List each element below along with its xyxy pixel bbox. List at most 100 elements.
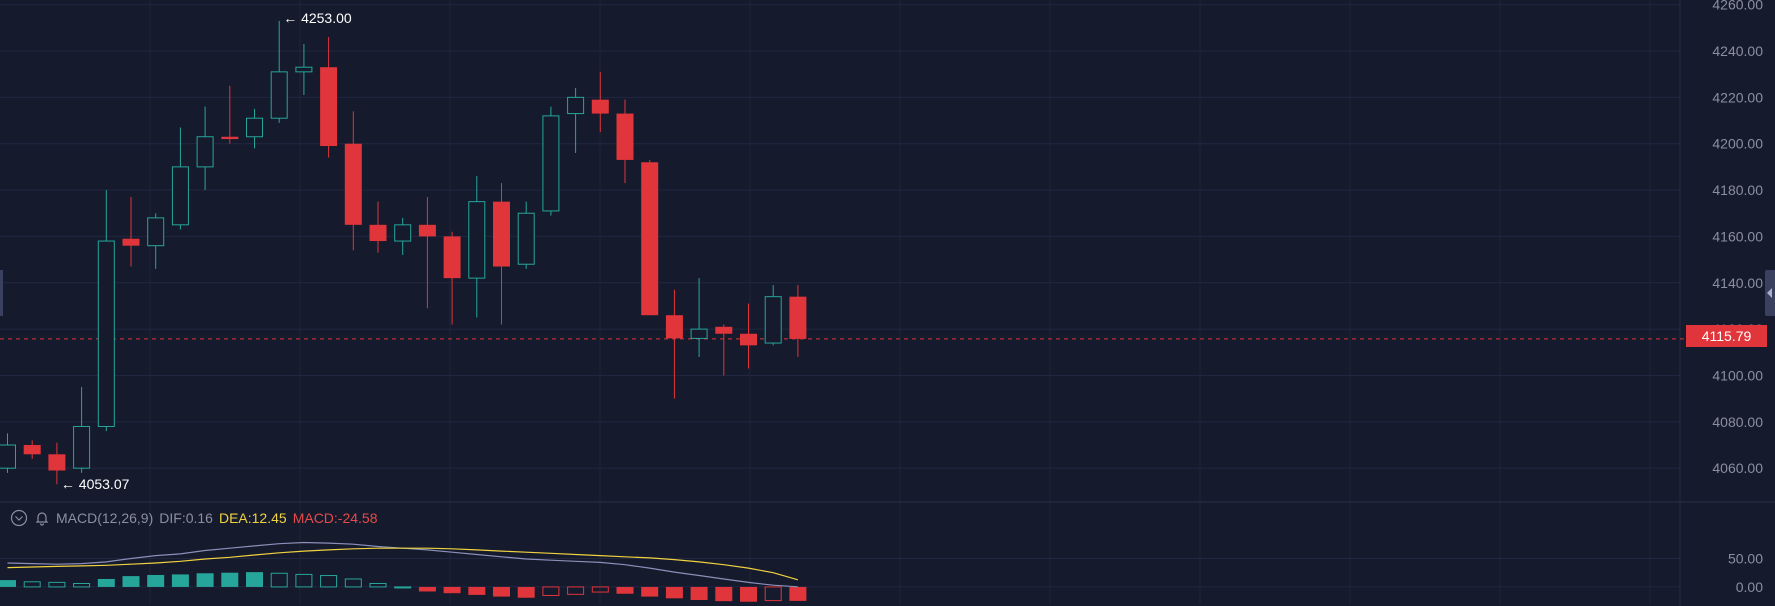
candle xyxy=(48,442,66,485)
macd-bar xyxy=(320,575,338,588)
dea-value: DEA:12.45 xyxy=(218,510,287,526)
y-tick-label: 4140.00 xyxy=(1712,275,1763,291)
candle xyxy=(789,285,807,357)
chevron-left-icon xyxy=(1767,288,1772,298)
y-tick-label: 4160.00 xyxy=(1712,228,1763,244)
macd-bar xyxy=(715,586,733,602)
y-tick-label: 4180.00 xyxy=(1712,182,1763,198)
candle xyxy=(740,303,757,369)
y-tick-label: 4200.00 xyxy=(1712,136,1763,152)
candle xyxy=(715,324,733,376)
candle-body xyxy=(122,238,140,246)
candle xyxy=(221,85,239,144)
macd-legend: MACD(12,26,9) DIF:0.16 DEA:12.45 MACD:-2… xyxy=(10,508,378,528)
price-axis: 4260.00 4240.00 4220.00 4200.00 4180.00 4160.… xyxy=(1712,0,1763,595)
y-tick-label: 4060.00 xyxy=(1712,460,1763,476)
macd-bar xyxy=(394,586,412,589)
macd-bar xyxy=(196,573,214,587)
macd-bar xyxy=(690,586,708,601)
candle-body xyxy=(0,444,16,469)
candle-body xyxy=(320,67,338,147)
macd-bar xyxy=(740,586,757,602)
candle xyxy=(542,106,560,216)
macd-bar xyxy=(122,576,140,587)
candle xyxy=(591,71,609,133)
macd-bar xyxy=(295,573,313,588)
y-tick-label: 4240.00 xyxy=(1712,43,1763,59)
low-annotation: ← 4053.07 xyxy=(61,476,130,492)
y-tick-label: 4260.00 xyxy=(1712,0,1763,13)
y-tick-label: 4220.00 xyxy=(1712,89,1763,105)
candle-body xyxy=(147,217,165,247)
macd-y-tick-label: 50.00 xyxy=(1728,550,1763,566)
macd-bar xyxy=(171,574,189,587)
macd-bar xyxy=(73,583,91,588)
candle xyxy=(641,159,659,316)
y-tick-label: 4080.00 xyxy=(1712,414,1763,430)
candle xyxy=(97,190,115,432)
candle xyxy=(665,289,683,399)
candle-body xyxy=(48,454,66,471)
macd-bar xyxy=(567,586,585,595)
candle xyxy=(517,201,535,269)
candle xyxy=(369,201,387,253)
candle xyxy=(418,197,436,309)
candle xyxy=(344,111,362,251)
candle xyxy=(73,387,91,473)
macd-bar xyxy=(344,578,362,588)
annotations: ← 4253.00 ← 4053.07 xyxy=(61,10,352,492)
candle-body xyxy=(641,162,659,316)
macd-bar xyxy=(221,572,239,587)
bell-icon[interactable] xyxy=(34,510,50,526)
candle-body xyxy=(764,296,782,344)
macd-bar xyxy=(665,586,683,599)
candle xyxy=(295,44,313,96)
right-scroll-handle[interactable] xyxy=(1765,270,1775,316)
candle xyxy=(493,183,510,325)
candle-body xyxy=(740,333,757,346)
left-scroll-handle[interactable] xyxy=(0,270,3,316)
candle xyxy=(23,440,41,459)
candle-body xyxy=(394,224,412,242)
macd-bar xyxy=(443,586,461,594)
candle xyxy=(616,99,634,184)
candle xyxy=(690,278,708,357)
candle xyxy=(0,433,16,473)
chevron-down-icon[interactable] xyxy=(10,509,28,527)
candle xyxy=(468,176,486,318)
macd-bar xyxy=(493,586,510,597)
macd-title: MACD(12,26,9) xyxy=(56,510,154,526)
macd-bar xyxy=(591,586,609,593)
candlestick-series xyxy=(0,20,807,485)
macd-bar xyxy=(616,586,634,594)
candle-body xyxy=(97,240,115,427)
dea-line xyxy=(7,547,799,581)
candle xyxy=(320,37,338,158)
dif-value: DIF:0.16 xyxy=(159,510,213,526)
current-price-badge: 4115.79 xyxy=(1686,325,1767,347)
candle xyxy=(394,217,412,255)
macd-bar xyxy=(270,572,288,588)
candle xyxy=(567,88,585,153)
candle-body xyxy=(443,236,461,279)
candle xyxy=(171,127,189,230)
candle-body xyxy=(171,166,189,226)
macd-bar xyxy=(517,586,535,598)
macd-bar xyxy=(23,581,41,588)
macd-bar xyxy=(246,572,263,587)
macd-panel xyxy=(0,541,807,602)
macd-bar xyxy=(369,583,387,588)
candle-body xyxy=(221,136,239,140)
macd-bar xyxy=(147,574,165,587)
candle-body xyxy=(369,224,387,242)
candle-body xyxy=(270,71,288,119)
candle-body xyxy=(73,425,91,469)
candle-body xyxy=(591,99,609,114)
candle-body xyxy=(246,117,263,138)
macd-bar xyxy=(48,581,66,588)
candle-body xyxy=(616,113,634,160)
candle xyxy=(196,106,214,191)
candle-body xyxy=(295,66,313,73)
